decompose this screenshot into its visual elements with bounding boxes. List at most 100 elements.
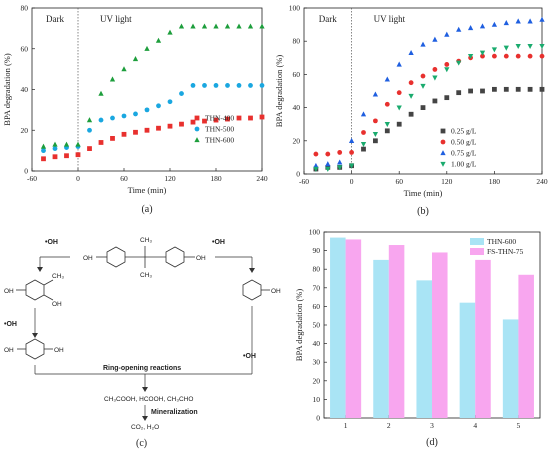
y-tick-label: 10	[313, 395, 321, 404]
mineral-arrowhead	[142, 416, 148, 421]
bar	[388, 245, 405, 418]
data-point	[360, 111, 367, 117]
data-point	[372, 132, 379, 138]
y-tick-label: 20	[21, 126, 29, 135]
legend-label: THN-500	[205, 125, 234, 134]
series-0-50-g-l	[313, 53, 545, 157]
mineralization-label: Mineralization	[151, 409, 198, 416]
data-point	[132, 56, 139, 62]
hydroquinone-molecule	[17, 338, 53, 360]
data-point	[384, 76, 390, 82]
x-tick-label: -60	[299, 177, 309, 186]
y-tick-label: 40	[313, 339, 321, 348]
data-point	[236, 23, 242, 29]
data-point	[98, 140, 104, 145]
data-point	[467, 25, 474, 31]
data-point	[539, 16, 545, 22]
y-axis-label: BPA degradation (%)	[294, 289, 304, 362]
legend-swatch	[470, 238, 484, 245]
legend-marker	[194, 126, 200, 132]
bar	[373, 259, 389, 418]
bar	[459, 302, 476, 418]
data-point	[52, 146, 58, 151]
data-point	[178, 23, 185, 29]
data-point	[491, 47, 498, 53]
data-point	[75, 141, 81, 147]
data-point	[420, 73, 426, 79]
x-tick-label: 0	[350, 177, 354, 186]
x-tick-label: 4	[473, 421, 477, 430]
legend-marker	[440, 128, 446, 134]
y-tick-label: 40	[21, 85, 29, 94]
data-point	[384, 122, 390, 128]
data-point	[384, 128, 390, 134]
data-point	[259, 83, 265, 88]
y-tick-label: 20	[313, 376, 321, 385]
bar	[416, 280, 432, 418]
data-point	[444, 62, 450, 67]
data-point	[201, 23, 208, 29]
legend-marker	[194, 115, 200, 121]
y-tick-label: 80	[21, 4, 29, 13]
data-point	[539, 44, 545, 50]
ring-opening-label: Ring-opening reactions	[103, 365, 181, 372]
data-point	[432, 36, 438, 42]
x-tick-label: 60	[395, 177, 403, 186]
data-point	[491, 21, 498, 27]
bpa-molecule	[96, 246, 195, 268]
phenol-molecule	[242, 279, 270, 301]
x-tick-label: 240	[536, 177, 548, 186]
data-point	[247, 23, 254, 29]
data-point	[190, 83, 196, 88]
data-point	[64, 153, 69, 159]
panel-d: 0 10 20 30 40 50 60 70 80 90 100 1 2 3 4 5 BPA degradati…	[292, 222, 550, 451]
products-label: CH₃COOH, HCOOH, CH₃CHO	[104, 396, 193, 403]
data-point	[313, 166, 319, 172]
x-tick-label: 180	[489, 177, 501, 186]
data-point	[41, 156, 46, 162]
x-tick-label: 60	[120, 174, 128, 183]
x-axis-label: Time (min)	[404, 188, 443, 198]
y-axis-label: BPA degradation (%)	[274, 55, 284, 128]
data-point	[144, 107, 150, 113]
y-tick-label: 100	[309, 228, 321, 237]
bar	[330, 237, 346, 418]
bar	[475, 259, 491, 418]
data-point	[503, 45, 509, 51]
legend-marker	[440, 150, 446, 156]
oh-radical-label-1: •OH	[45, 239, 58, 246]
y-tick-label: 80	[313, 265, 321, 274]
hq-oh-right: OH	[54, 347, 64, 354]
data-point	[527, 53, 533, 59]
data-point	[179, 121, 184, 127]
y-tick-label: 40	[293, 103, 301, 112]
data-point	[349, 150, 354, 155]
legend-label: THN-400	[205, 114, 234, 123]
data-point	[444, 31, 450, 37]
data-point	[109, 76, 116, 82]
data-point	[396, 121, 402, 127]
data-point	[480, 53, 485, 59]
data-point	[337, 159, 343, 165]
y-tick-label: 60	[293, 70, 301, 79]
panel-a: 0 20 40 60 80 -60 0 60 120 180 240 Dark UV light Time…	[0, 0, 272, 220]
series-1-00-g-l	[313, 44, 545, 172]
data-point	[468, 88, 473, 94]
data-point	[167, 29, 173, 35]
data-point	[396, 90, 402, 96]
caption-c: (c)	[136, 438, 147, 449]
data-point	[41, 148, 46, 154]
y-axis-label: BPA degradation (%)	[2, 53, 12, 126]
data-point	[40, 143, 47, 149]
data-point	[527, 18, 533, 24]
data-point	[98, 117, 104, 123]
y-tick-label: 0	[296, 170, 300, 179]
y-tick-label: 90	[313, 246, 321, 255]
bpa-ch3-bottom: CH₃	[140, 272, 152, 279]
data-point	[408, 80, 414, 86]
data-point	[503, 86, 509, 92]
data-point	[190, 119, 196, 125]
data-point	[456, 26, 462, 32]
annotation-dark: Dark	[319, 14, 337, 24]
